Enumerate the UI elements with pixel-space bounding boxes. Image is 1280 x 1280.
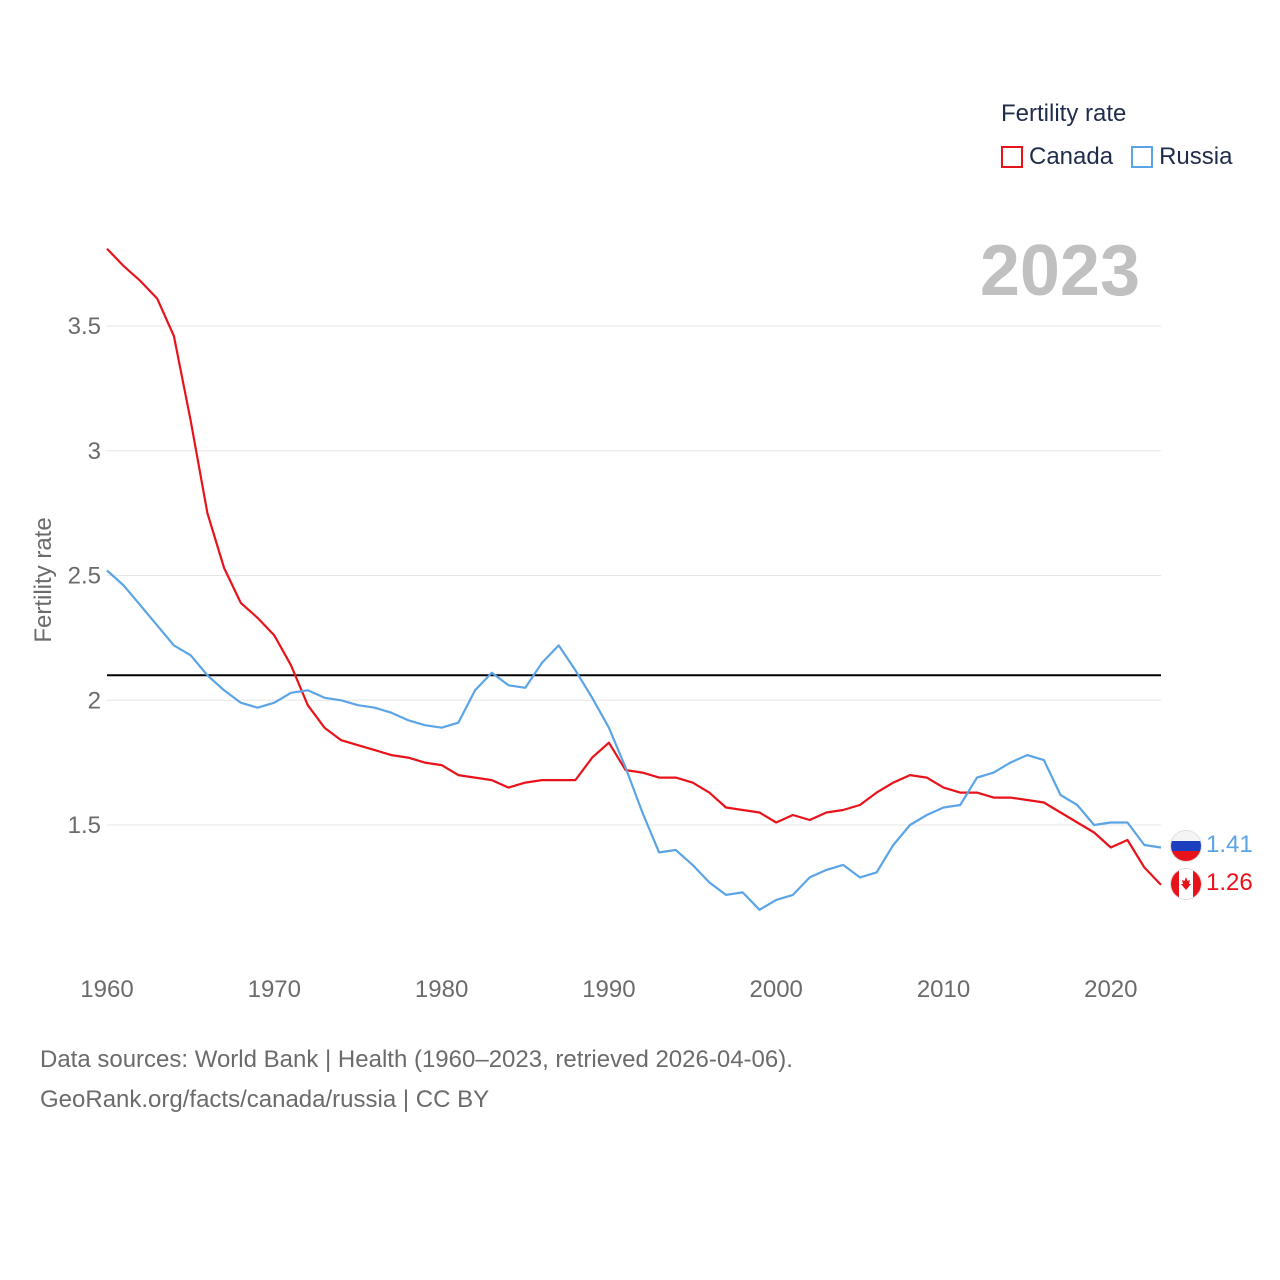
- legend-swatch-canada: [1001, 146, 1023, 168]
- y-tick-labels: 1.5 2 2.5 3 3.5: [68, 313, 101, 839]
- y-tick-label: 3.5: [68, 313, 101, 340]
- x-tick-label: 2010: [917, 976, 970, 1003]
- y-tick-label: 1.5: [68, 812, 101, 839]
- end-value-russia: 1.41: [1206, 831, 1253, 858]
- x-tick-label: 1980: [415, 976, 468, 1003]
- x-tick-label: 1970: [248, 976, 301, 1003]
- legend-item-russia[interactable]: Russia: [1131, 143, 1232, 171]
- x-tick-labels: 1960 1970 1980 1990 2000 2010 2020: [80, 976, 1137, 1003]
- legend-swatch-russia: [1131, 146, 1154, 168]
- legend-label-canada: Canada: [1029, 143, 1114, 170]
- y-axis-label: Fertility rate: [30, 517, 57, 642]
- x-tick-label: 2020: [1084, 976, 1137, 1003]
- y-tick-label: 2: [88, 687, 101, 714]
- canada-flag-icon: [1171, 869, 1201, 899]
- x-tick-label: 1990: [582, 976, 635, 1003]
- footer-sources: Data sources: World Bank | Health (1960–…: [40, 1046, 793, 1073]
- series-line-russia: [106, 569, 1162, 911]
- russia-flag-icon: [1171, 831, 1201, 861]
- legend-label-russia: Russia: [1159, 143, 1233, 170]
- series-line-canada: [106, 247, 1162, 886]
- year-label: 2023: [979, 231, 1140, 311]
- x-tick-label: 2000: [750, 976, 803, 1003]
- end-value-canada: 1.26: [1206, 869, 1253, 896]
- series-lines: [106, 247, 1162, 911]
- grid-lines: [107, 325, 1161, 826]
- legend: Canada Russia: [1001, 143, 1250, 171]
- y-tick-label: 3: [88, 438, 101, 465]
- y-tick-label: 2.5: [68, 563, 101, 590]
- footer-link[interactable]: GeoRank.org/facts/canada/russia | CC BY: [40, 1086, 490, 1113]
- legend-title: Fertility rate: [1001, 100, 1127, 127]
- x-tick-label: 1960: [80, 976, 133, 1003]
- legend-item-canada[interactable]: Canada: [1001, 143, 1113, 171]
